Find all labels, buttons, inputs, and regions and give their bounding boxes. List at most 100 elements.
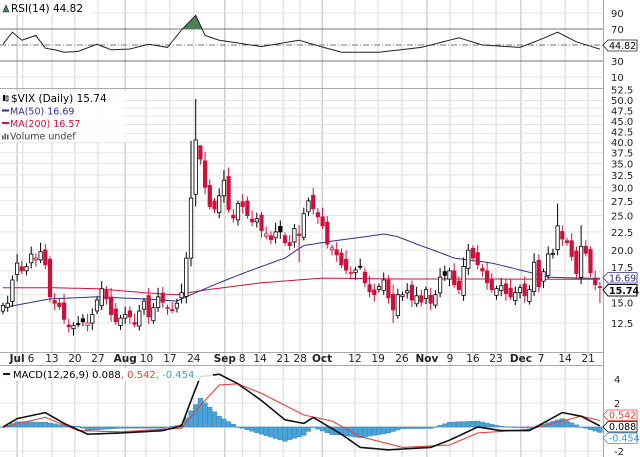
candle-body bbox=[76, 323, 81, 326]
candle bbox=[381, 272, 386, 295]
candle-body bbox=[62, 302, 67, 320]
histogram-bar bbox=[404, 426, 410, 429]
candle-body bbox=[353, 269, 358, 274]
candle-body bbox=[141, 300, 147, 310]
price-axis-tick: 37.5 bbox=[611, 149, 633, 160]
histogram-bar bbox=[38, 421, 44, 428]
histogram-bar bbox=[418, 426, 424, 429]
candle bbox=[10, 275, 15, 308]
candle bbox=[517, 284, 523, 299]
candle bbox=[33, 253, 39, 267]
candle-body bbox=[325, 221, 330, 245]
candle bbox=[372, 283, 377, 302]
rsi-legend-icon bbox=[2, 4, 10, 13]
candle bbox=[555, 203, 560, 256]
candlesticks bbox=[0, 99, 603, 336]
candle-body bbox=[259, 214, 264, 231]
candle-body bbox=[240, 201, 245, 207]
candle bbox=[452, 263, 457, 288]
candle-body bbox=[113, 308, 118, 323]
histogram-bar bbox=[89, 426, 95, 431]
candle bbox=[123, 306, 128, 324]
rsi-badge-text: 44.82 bbox=[609, 41, 636, 52]
histogram-bar bbox=[23, 421, 30, 428]
histogram-bar bbox=[470, 421, 476, 428]
candle-body bbox=[499, 285, 504, 291]
macd-signal-badge: 0.542 bbox=[602, 409, 638, 422]
price-axis-tick: 40.0 bbox=[611, 138, 633, 149]
candle bbox=[71, 322, 76, 336]
histogram-bar bbox=[122, 426, 128, 429]
histogram-bar bbox=[141, 426, 147, 429]
candle-body bbox=[475, 252, 480, 266]
candle-body bbox=[137, 310, 142, 327]
right-axes: 90 70 30 10 52.550.047.545.042.540.037.535.0… bbox=[611, 9, 633, 457]
candle-body bbox=[386, 279, 391, 299]
histogram-bar bbox=[484, 422, 490, 428]
macd-hist-badge-text: -0.454 bbox=[609, 434, 640, 445]
candle bbox=[480, 263, 485, 277]
candle-body bbox=[315, 212, 321, 218]
candle bbox=[198, 145, 203, 165]
macd-value-badge: 0.088 bbox=[602, 421, 638, 433]
candle bbox=[395, 288, 400, 319]
histogram-bar bbox=[296, 426, 302, 438]
histogram-bar bbox=[287, 426, 293, 441]
x-tick-label: 16 bbox=[466, 353, 480, 365]
candle-body bbox=[188, 197, 194, 259]
candle-body bbox=[104, 290, 109, 300]
candle-body bbox=[198, 145, 203, 160]
candle-body bbox=[311, 194, 316, 210]
histogram-bar bbox=[564, 420, 570, 428]
candle-body bbox=[264, 233, 269, 237]
x-tick-label: 13 bbox=[45, 353, 58, 365]
candle-body bbox=[179, 292, 184, 299]
histogram-bar bbox=[479, 421, 485, 428]
price-axis-tick: 35.0 bbox=[611, 159, 633, 170]
x-axis-labels: Jul 6 13 20 27 Aug 10 17 24 Sep 8 14 21 28 Oct 12 19 26 No… bbox=[9, 353, 595, 365]
rsi-line bbox=[2, 14, 601, 53]
histogram-bar bbox=[193, 404, 199, 428]
histogram-bar bbox=[230, 424, 236, 428]
histogram-bar bbox=[240, 426, 246, 429]
candle bbox=[137, 304, 142, 331]
candle bbox=[254, 212, 259, 228]
candle bbox=[466, 244, 471, 276]
candle bbox=[76, 316, 81, 328]
x-tick-label: 10 bbox=[140, 353, 153, 365]
candle bbox=[132, 313, 137, 328]
rsi-axis-tick: 90 bbox=[611, 9, 624, 20]
candle-body bbox=[348, 272, 353, 275]
candle bbox=[174, 298, 179, 313]
candle-body bbox=[381, 279, 386, 291]
x-tick-label: 17 bbox=[163, 353, 176, 365]
histogram-bar bbox=[221, 418, 227, 428]
candle-body bbox=[494, 288, 499, 296]
candle-body bbox=[123, 314, 128, 319]
histogram-bar bbox=[207, 407, 213, 428]
candle-body bbox=[329, 247, 335, 251]
candle-body bbox=[202, 160, 208, 188]
candle-body bbox=[245, 200, 250, 216]
candle bbox=[292, 223, 297, 248]
candle bbox=[47, 256, 53, 303]
rsi-panel: RSI(14) 44.82 bbox=[0, 2, 603, 62]
candle bbox=[419, 289, 424, 307]
candle bbox=[470, 245, 476, 262]
candle bbox=[311, 187, 316, 215]
candle bbox=[104, 285, 109, 305]
x-tick-label: Oct bbox=[312, 353, 332, 365]
candle bbox=[564, 237, 570, 246]
histogram-bar bbox=[324, 426, 330, 434]
candle bbox=[475, 245, 480, 270]
histogram-bar bbox=[94, 426, 100, 430]
candle-body bbox=[442, 271, 447, 276]
candle bbox=[484, 261, 490, 290]
candle bbox=[193, 99, 198, 207]
candle bbox=[109, 288, 114, 322]
price-axis-tick: 27.5 bbox=[611, 197, 633, 208]
histogram-bar bbox=[211, 411, 218, 428]
candle-body bbox=[43, 249, 48, 266]
candle-body bbox=[292, 228, 297, 243]
histogram-bar bbox=[367, 426, 373, 437]
